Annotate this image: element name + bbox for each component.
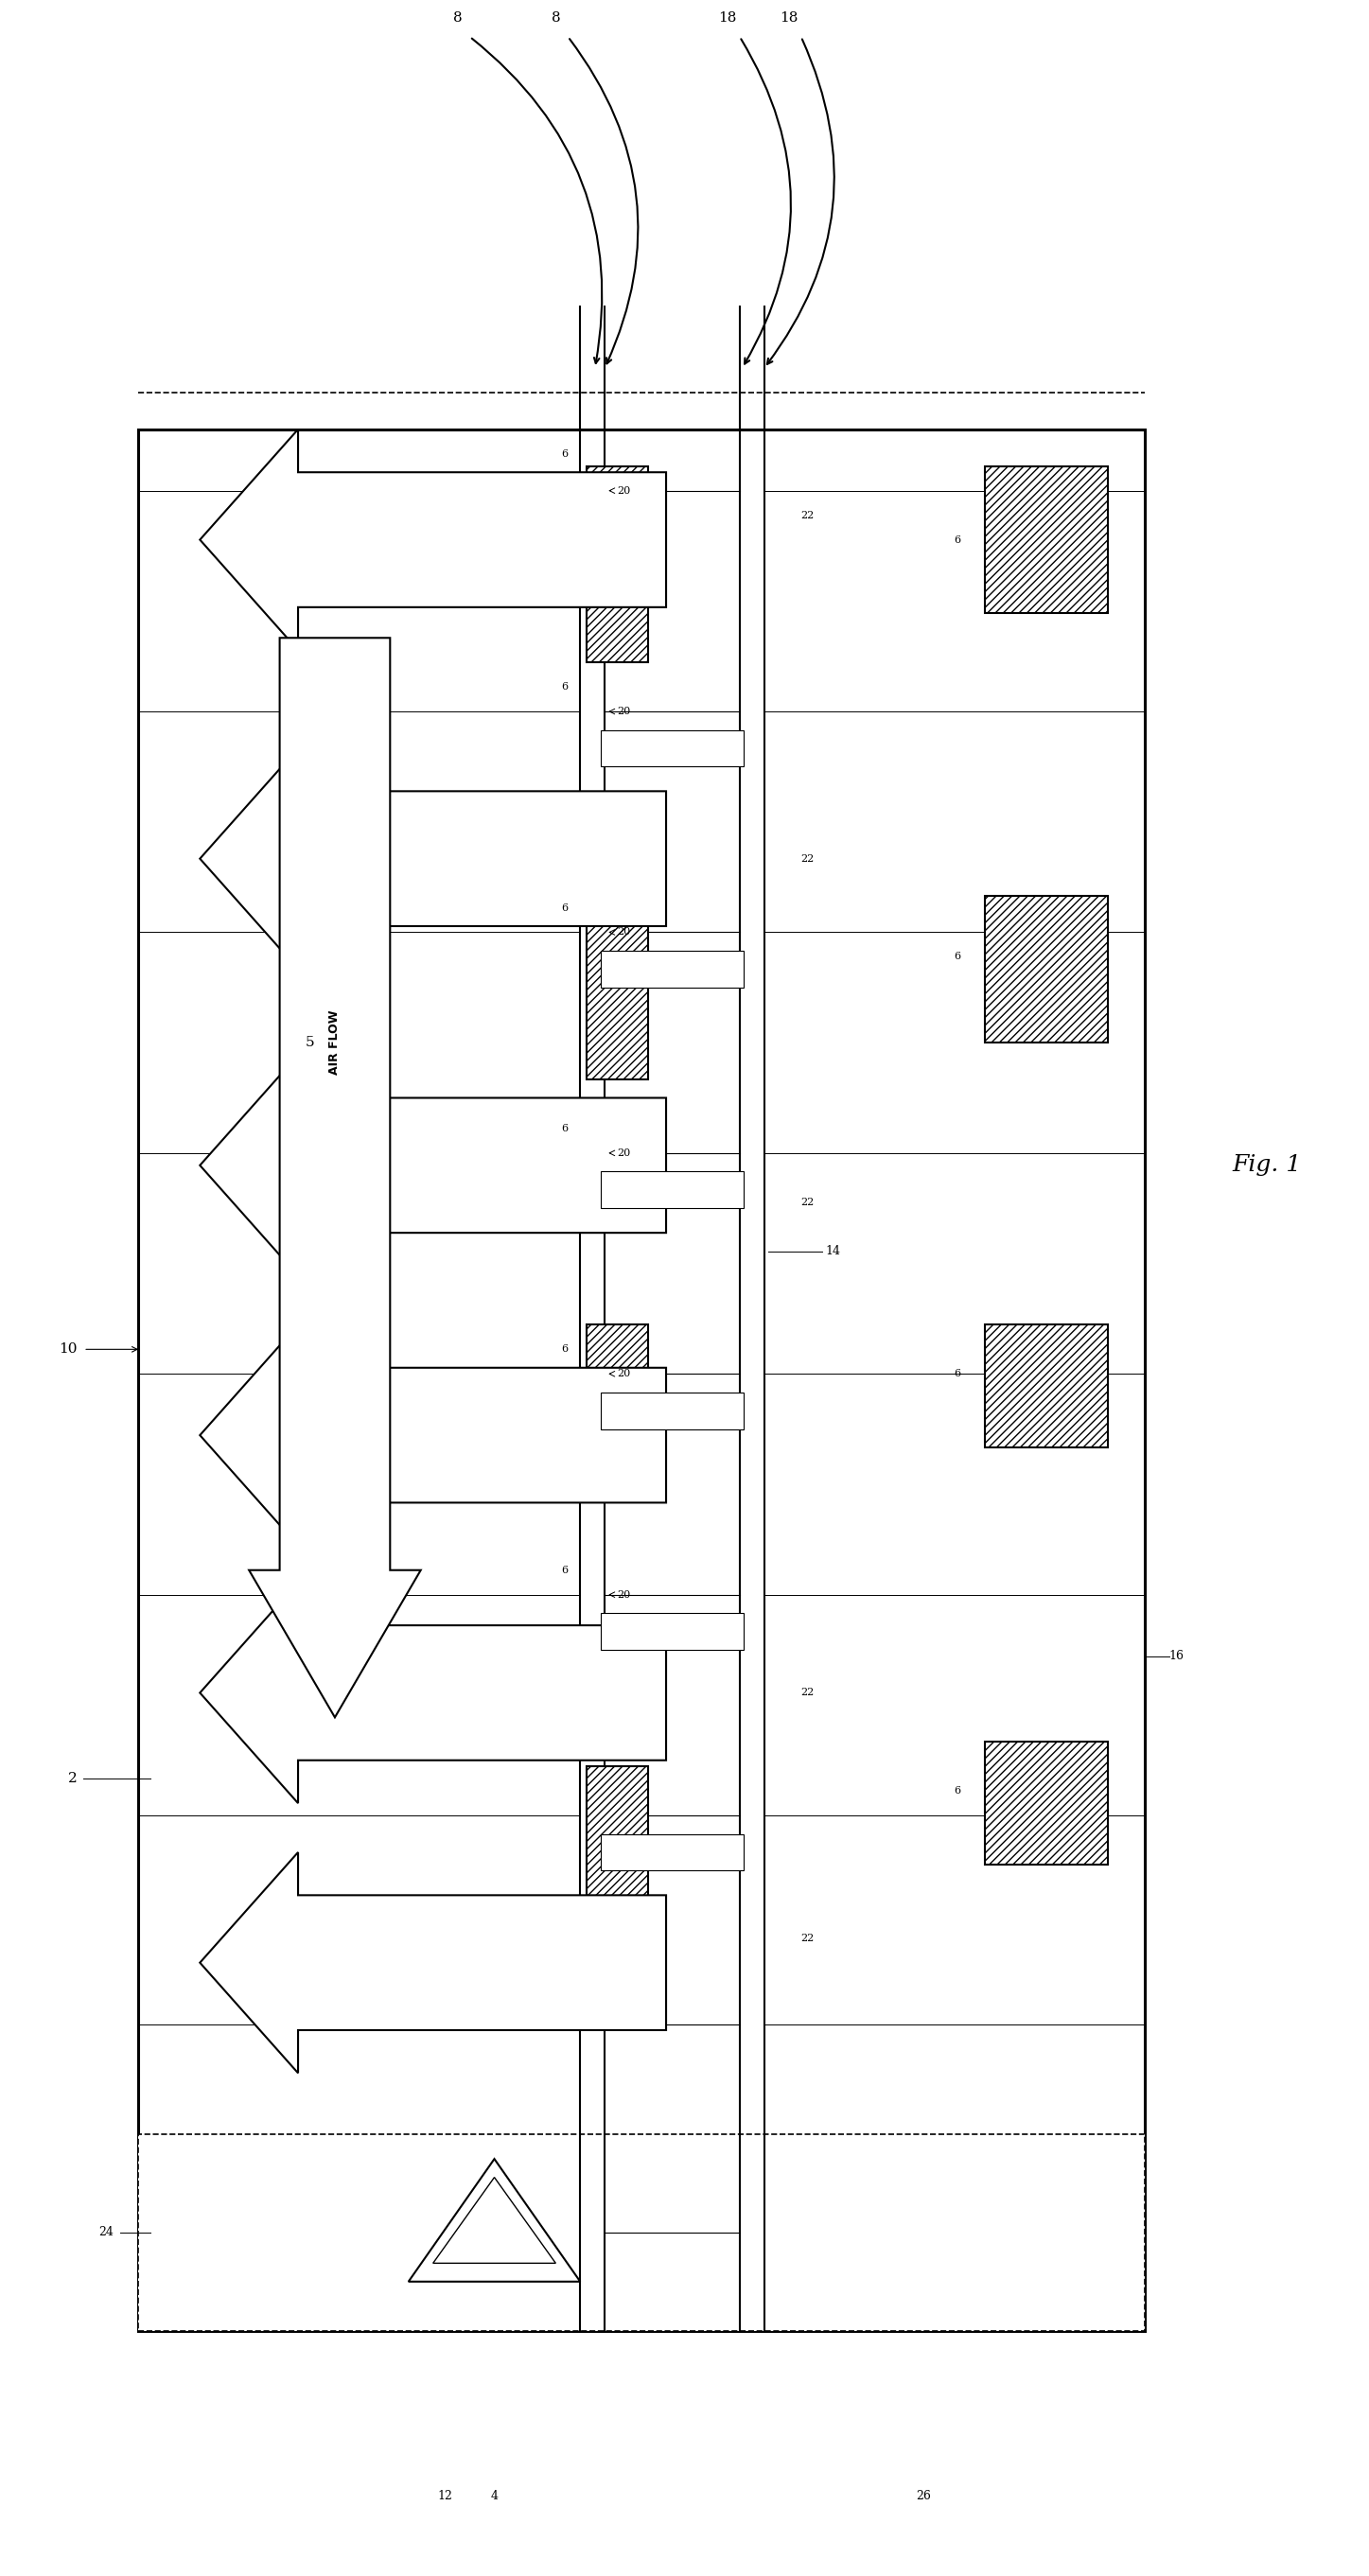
Text: 6: 6 bbox=[561, 683, 568, 693]
Bar bbox=[601, 1172, 743, 1208]
Text: 20: 20 bbox=[617, 1368, 631, 1378]
Text: 4: 4 bbox=[490, 2491, 498, 2501]
Text: 22: 22 bbox=[801, 1687, 815, 1698]
Bar bbox=[986, 1741, 1108, 1865]
Bar bbox=[138, 2136, 1144, 2331]
Polygon shape bbox=[200, 430, 667, 649]
Text: 14: 14 bbox=[826, 1244, 841, 1257]
Text: 6: 6 bbox=[954, 1368, 961, 1378]
Bar bbox=[601, 1391, 743, 1430]
Bar bbox=[586, 1767, 648, 1914]
Text: 16: 16 bbox=[1169, 1649, 1184, 1662]
Text: 20: 20 bbox=[617, 487, 631, 495]
FancyArrow shape bbox=[249, 639, 420, 1718]
Bar bbox=[586, 466, 648, 662]
Polygon shape bbox=[200, 1056, 667, 1275]
Bar bbox=[138, 430, 1144, 2331]
Text: 22: 22 bbox=[801, 1198, 815, 1208]
Text: 20: 20 bbox=[617, 706, 631, 716]
Text: 22: 22 bbox=[801, 853, 815, 863]
Polygon shape bbox=[200, 1324, 667, 1546]
Text: 18: 18 bbox=[779, 10, 798, 26]
Text: 2: 2 bbox=[68, 1772, 77, 1785]
Bar bbox=[601, 951, 743, 987]
Text: 20: 20 bbox=[617, 927, 631, 938]
Text: AIR FLOW: AIR FLOW bbox=[329, 1010, 341, 1074]
Bar bbox=[586, 907, 648, 1079]
Text: 10: 10 bbox=[59, 1342, 77, 1355]
Polygon shape bbox=[200, 747, 667, 969]
Text: 20: 20 bbox=[617, 1589, 631, 1600]
Text: 5: 5 bbox=[305, 1036, 315, 1048]
Bar bbox=[586, 1324, 648, 1497]
Bar bbox=[986, 1324, 1108, 1448]
Text: Fig. 1: Fig. 1 bbox=[1232, 1154, 1302, 1177]
Bar bbox=[601, 1834, 743, 1870]
Bar bbox=[601, 729, 743, 768]
Text: 24: 24 bbox=[99, 2226, 114, 2239]
Text: 6: 6 bbox=[954, 536, 961, 544]
Bar bbox=[601, 1613, 743, 1649]
Text: 6: 6 bbox=[954, 1785, 961, 1795]
Text: 18: 18 bbox=[719, 10, 737, 26]
Text: 8: 8 bbox=[552, 10, 560, 26]
Bar bbox=[986, 466, 1108, 613]
Text: 8: 8 bbox=[453, 10, 463, 26]
Text: 22: 22 bbox=[801, 510, 815, 520]
Text: 6: 6 bbox=[561, 1345, 568, 1355]
Polygon shape bbox=[200, 1852, 667, 2074]
Text: 6: 6 bbox=[954, 953, 961, 961]
Text: 26: 26 bbox=[916, 2491, 931, 2501]
Text: 6: 6 bbox=[561, 1123, 568, 1133]
Text: 6: 6 bbox=[561, 448, 568, 459]
Text: 22: 22 bbox=[801, 1935, 815, 1942]
Text: 6: 6 bbox=[561, 904, 568, 912]
Text: 12: 12 bbox=[438, 2491, 453, 2501]
Polygon shape bbox=[200, 1582, 667, 1803]
Text: 20: 20 bbox=[617, 1149, 631, 1157]
Text: 6: 6 bbox=[561, 1566, 568, 1574]
Polygon shape bbox=[433, 2177, 556, 2264]
Bar bbox=[986, 896, 1108, 1043]
